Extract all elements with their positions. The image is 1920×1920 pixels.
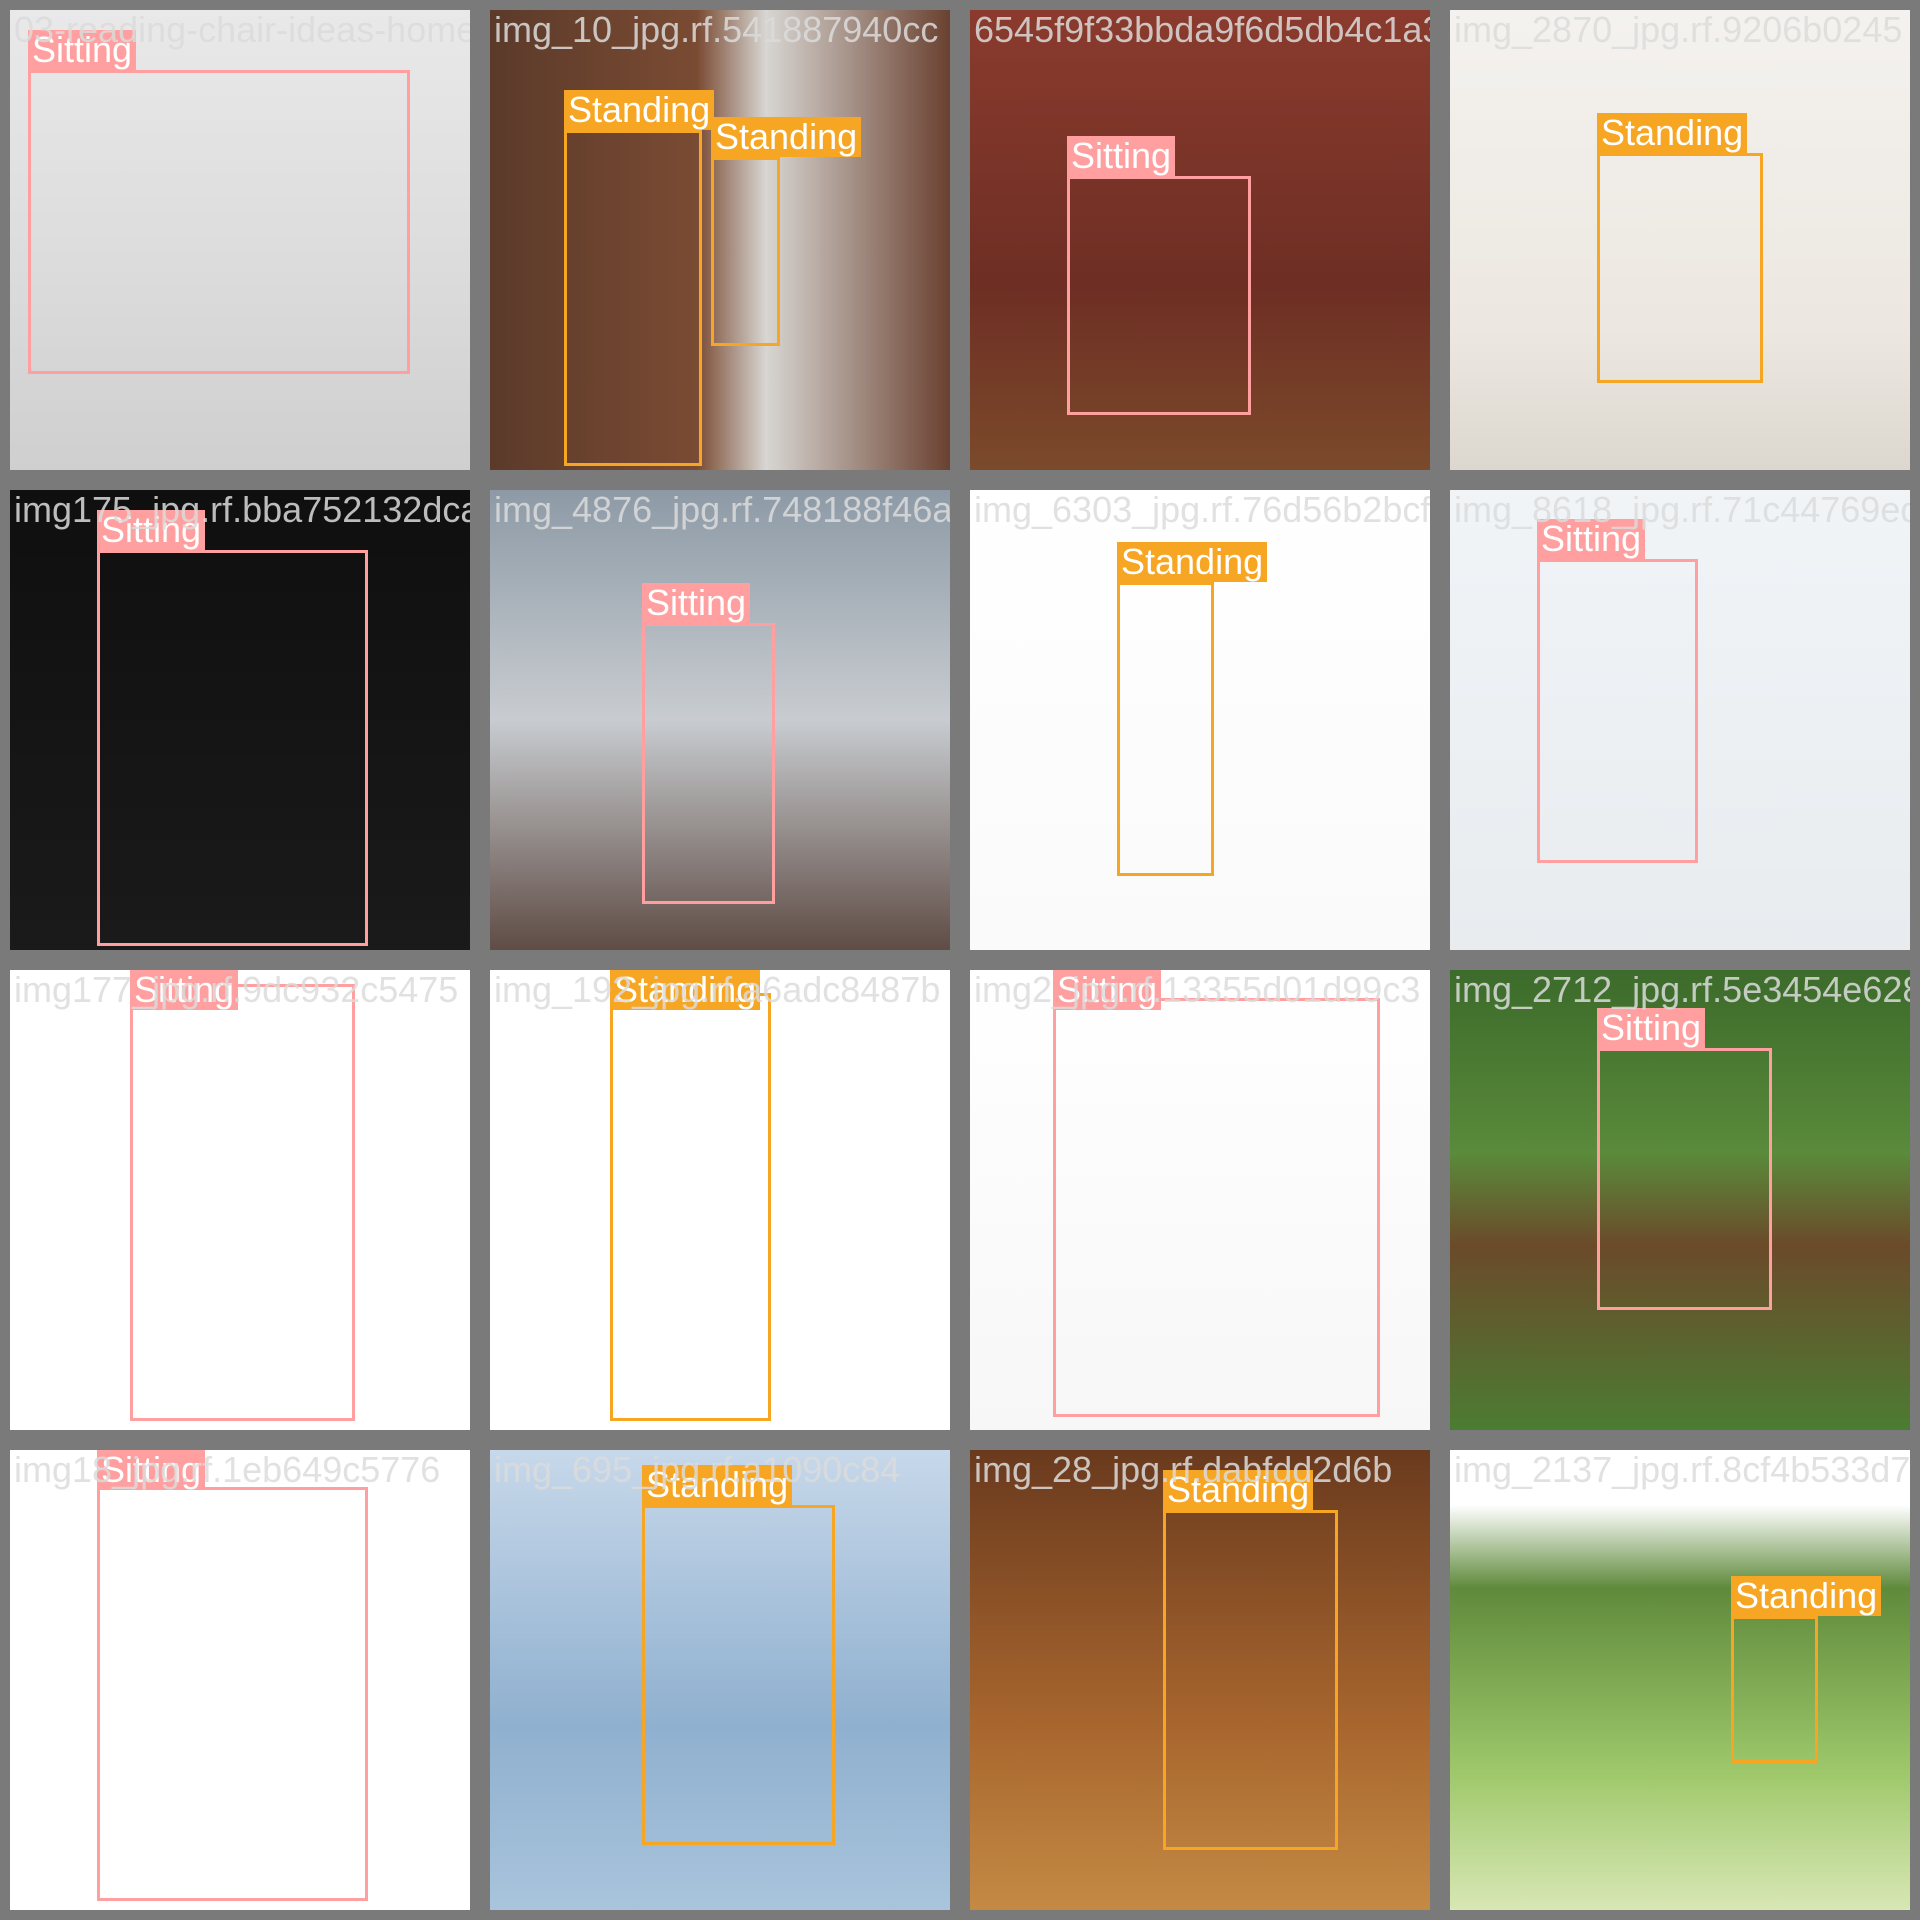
- class-label-standing: Standing: [1731, 1576, 1882, 1616]
- class-label-standing: Standing: [642, 1465, 793, 1505]
- tile-photo: [1450, 490, 1910, 950]
- class-label-standing: Standing: [1117, 542, 1268, 582]
- class-label-sitting: Sitting: [1537, 519, 1646, 559]
- bounding-box-sitting: [97, 1487, 368, 1901]
- tile-1: Sitting 03-reading-chair-ideas-home-: [0, 0, 480, 480]
- tile-2: Standing Standing img_10_jpg.rf.541887940c…: [480, 0, 960, 480]
- tile-photo: [490, 1450, 950, 1910]
- tile-photo: [970, 10, 1430, 470]
- bounding-box-standing: [1731, 1616, 1818, 1763]
- tile-photo: [10, 490, 470, 950]
- bounding-box-standing: [711, 157, 780, 346]
- tile-photo: [970, 1450, 1430, 1910]
- tile-15: Standing img_28_jpg.rf.dabfdd2d6b: [960, 1440, 1440, 1920]
- tile-3: Sitting 6545f9f33bbda9f6d5db4c1a3c: [960, 0, 1440, 480]
- tile-photo: [10, 10, 470, 470]
- bounding-box-standing: [1117, 582, 1214, 876]
- class-label-standing: Standing: [711, 117, 862, 157]
- bounding-box-standing: [1597, 153, 1763, 383]
- bounding-box-sitting: [28, 70, 410, 374]
- bounding-box-sitting: [1067, 176, 1251, 415]
- bounding-box-sitting: [1053, 998, 1380, 1417]
- tile-photo: [490, 490, 950, 950]
- tile-photo: [10, 970, 470, 1430]
- tile-13: Sitting img18_jpg.rf.1eb649c5776: [0, 1440, 480, 1920]
- class-label-sitting: Sitting: [642, 583, 751, 623]
- tile-photo: [490, 970, 950, 1430]
- bounding-box-sitting: [97, 550, 368, 946]
- tile-photo: [10, 1450, 470, 1910]
- tile-9: Sitting img177_jpg.rf.9dc932c5475: [0, 960, 480, 1440]
- tile-12: Sitting img_2712_jpg.rf.5e3454e628: [1440, 960, 1920, 1440]
- class-label-standing: Standing: [610, 970, 761, 1010]
- class-label-sitting: Sitting: [1067, 136, 1176, 176]
- bounding-box-standing: [642, 1505, 835, 1845]
- class-label-standing: Standing: [1597, 113, 1748, 153]
- tile-photo: [970, 970, 1430, 1430]
- tile-photo: [1450, 10, 1910, 470]
- bounding-box-standing: [564, 130, 702, 466]
- class-label-sitting: Sitting: [130, 970, 239, 1010]
- bounding-box-standing: [610, 993, 771, 1421]
- bounding-box-sitting: [1597, 1048, 1772, 1310]
- bounding-box-sitting: [642, 623, 775, 904]
- tile-6: Sitting img_4876_jpg.rf.748188f46a36: [480, 480, 960, 960]
- tile-photo: [1450, 1450, 1910, 1910]
- bounding-box-standing: [1163, 1510, 1338, 1850]
- tile-14: Standing img_695_jpg.rf.a1090c84: [480, 1440, 960, 1920]
- tile-5: Sitting img175_jpg.rf.bba752132dca: [0, 480, 480, 960]
- class-label-sitting: Sitting: [97, 1450, 206, 1490]
- class-label-sitting: Sitting: [1053, 970, 1162, 1010]
- class-label-sitting: Sitting: [97, 510, 206, 550]
- tile-4: Standing img_2870_jpg.rf.9206b0245: [1440, 0, 1920, 480]
- tile-10: Standing img_192_jpg.rf.a6adc8487b: [480, 960, 960, 1440]
- tile-11: Sitting img2_jpg.rf.13355d01d99c3: [960, 960, 1440, 1440]
- tile-7: Standing img_6303_jpg.rf.76d56b2bcf61: [960, 480, 1440, 960]
- class-label-sitting: Sitting: [28, 30, 137, 70]
- bounding-box-sitting: [130, 984, 355, 1421]
- bounding-box-sitting: [1537, 559, 1698, 863]
- class-label-standing: Standing: [564, 90, 715, 130]
- class-label-sitting: Sitting: [1597, 1008, 1706, 1048]
- tile-16: Standing img_2137_jpg.rf.8cf4b533d7a8: [1440, 1440, 1920, 1920]
- class-label-standing: Standing: [1163, 1470, 1314, 1510]
